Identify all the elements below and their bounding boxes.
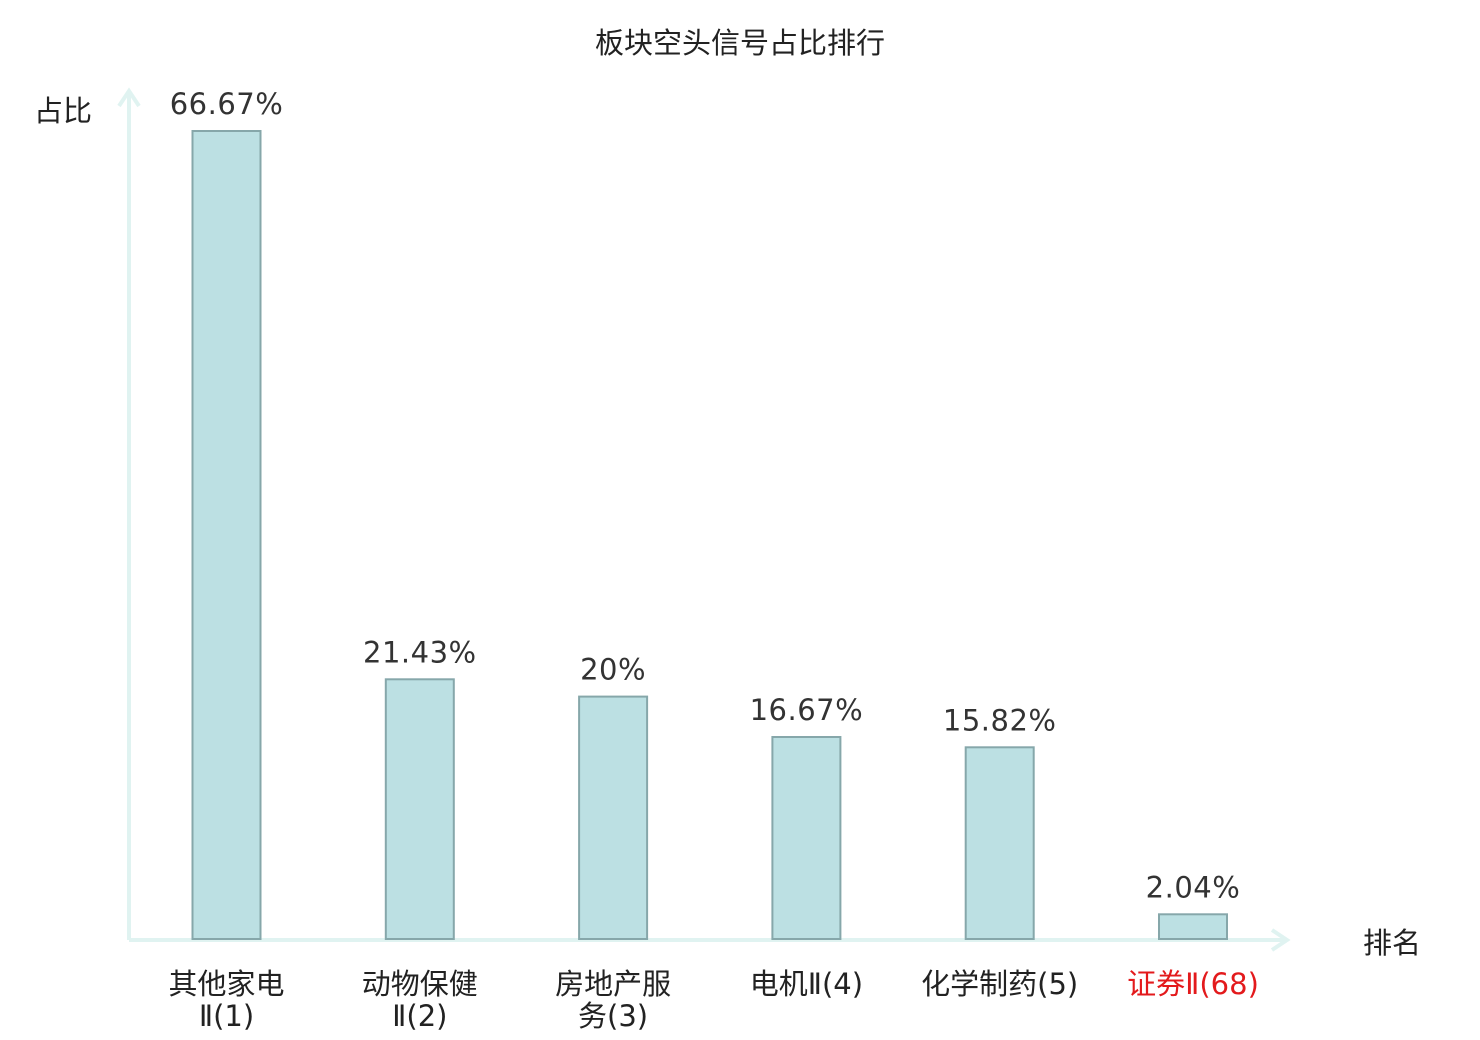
- value-label-1: 66.67%: [170, 87, 284, 121]
- category-label-4: 电机Ⅱ(4): [750, 967, 863, 1001]
- category-label-2-line-2: Ⅱ(2): [392, 999, 447, 1033]
- category-label-1-line-2: Ⅱ(1): [199, 999, 254, 1033]
- value-label-4: 16.67%: [750, 693, 864, 727]
- x-axis-arrow: [1270, 928, 1291, 952]
- value-label-6: 2.04%: [1146, 870, 1241, 904]
- bars-group: [191, 130, 1228, 940]
- category-label-5: 化学制药(5): [921, 967, 1078, 1001]
- value-labels-group: 66.67% 21.43% 20% 16.67% 15.82% 2.04%: [170, 87, 1241, 904]
- category-label-3-line-2: 务(3): [578, 999, 648, 1033]
- bar-5: [964, 746, 1035, 940]
- y-axis-label: 占比: [34, 94, 92, 128]
- category-label-2-line-1: 动物保健: [362, 967, 478, 1001]
- category-label-3-line-1: 房地产服: [555, 967, 671, 1001]
- bar-6: [1158, 913, 1228, 940]
- bar-1: [191, 130, 262, 940]
- value-label-3: 20%: [580, 653, 646, 687]
- x-axis-label: 排名: [1363, 926, 1421, 960]
- bar-2: [384, 678, 455, 940]
- bar-3: [578, 695, 649, 940]
- chart-title: 板块空头信号占比排行: [595, 26, 885, 60]
- category-label-1-line-1: 其他家电: [168, 967, 284, 1001]
- axes: [117, 87, 1291, 952]
- value-label-2: 21.43%: [363, 635, 477, 669]
- value-label-5: 15.82%: [943, 703, 1057, 737]
- y-axis-arrow: [117, 87, 141, 108]
- category-label-6: 证券Ⅱ(68): [1127, 967, 1259, 1001]
- bar-4: [771, 736, 842, 940]
